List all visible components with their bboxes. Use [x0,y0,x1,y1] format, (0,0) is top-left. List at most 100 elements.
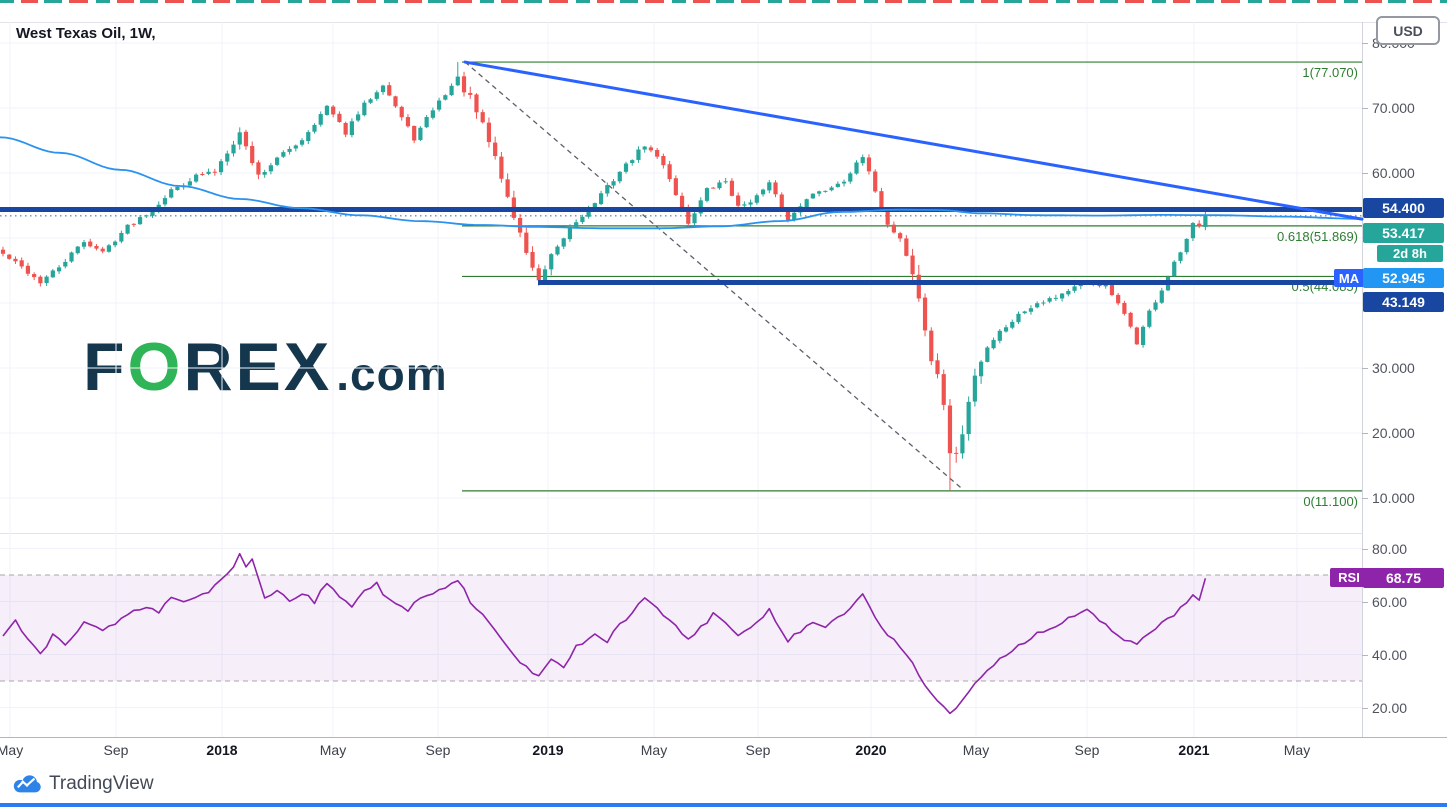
candle-body [1190,223,1196,239]
candle-body [88,241,93,247]
candle-body [424,117,429,128]
watermark-rex: REX [183,329,333,405]
tradingview-logo[interactable]: TradingView [12,772,154,796]
candle-body [486,122,492,143]
candle-body [922,297,928,331]
candle-body [499,156,504,179]
candle-body [1103,283,1108,287]
candle-body [287,148,292,152]
candle-body [19,260,24,267]
candle-body [1078,284,1083,287]
candle-body [380,85,386,93]
candle-body [773,182,778,195]
candle-body [200,173,205,175]
candle-body [723,181,728,183]
candle-body [536,268,541,281]
candle-body [854,162,859,174]
candle-body [1010,321,1015,328]
candle-body [318,114,323,125]
candle-body [44,276,49,284]
candle-body [561,238,566,247]
candle-body [1147,310,1152,327]
candle-body [686,207,691,224]
candle-body [866,157,872,172]
candle-body [38,276,43,284]
candle-body [187,181,192,186]
candle-body [106,245,112,252]
candle-body [898,233,903,239]
moving-average-line [0,136,1363,230]
candle-body [598,193,604,205]
pane-separator[interactable] [0,533,1362,534]
candle-body [356,114,361,121]
candle-body [206,171,211,174]
candle-body [742,204,747,206]
candle-body [306,132,311,142]
candle-body [524,232,529,253]
candle-body [324,105,330,115]
candle-body [860,157,865,164]
watermark-f: F [83,329,128,405]
candle-body [960,434,965,454]
forex-com-watermark: F O REX .com [83,328,448,406]
candle-body [673,178,678,196]
candle-body [1003,327,1009,332]
candle-body [1060,293,1065,299]
candle-body [505,179,510,197]
candle-body [125,224,130,234]
candle-body [144,215,149,217]
candle-body [979,361,984,377]
tradingview-cloud-icon [13,775,41,793]
price-axis-border[interactable] [1362,22,1363,737]
candle-body [81,242,87,247]
candle-body [1022,311,1027,314]
candle-body [580,216,585,223]
candle-body [150,209,155,216]
candle-body [100,248,105,252]
candle-body [218,161,224,173]
candle-body [1178,252,1183,261]
candle-body [692,213,697,224]
candle-body [542,269,548,281]
candle-body [661,155,666,166]
candle-body [804,199,809,208]
candle-body [169,189,174,198]
candle-body [94,246,99,249]
candle-body [331,106,336,115]
candle-body [947,405,953,454]
watermark-dotcom: .com [336,348,448,400]
candle-body [767,182,772,191]
candle-body [792,212,797,220]
candle-body [256,162,261,175]
candle-body [0,249,6,254]
candle-body [748,202,753,205]
candle-body [760,189,766,195]
candle-body [997,330,1002,341]
candle-body [611,181,616,186]
dashed-trend-diagonal [464,61,964,491]
candle-body [468,92,473,95]
candle-body [617,171,622,182]
candle-body [935,360,940,375]
candle-body [586,207,591,217]
candle-body [312,124,317,132]
candle-body [810,193,815,199]
candle-body [567,227,573,240]
candle-body [175,186,180,191]
candle-body [480,112,485,123]
candle-body [243,131,249,147]
candle-body [954,452,959,454]
top-edge-candle-strip [0,0,1447,3]
symbol-title: West Texas Oil, 1W, [16,25,156,42]
candle-body [679,195,685,208]
candle-body [592,203,597,208]
candle-body [194,174,199,182]
candle-body [399,106,404,118]
candle-body [1109,283,1115,296]
candle-body [985,347,990,362]
candle-body [443,95,448,100]
tradingview-logo-text: TradingView [49,773,154,794]
currency-badge[interactable]: USD [1376,16,1440,45]
